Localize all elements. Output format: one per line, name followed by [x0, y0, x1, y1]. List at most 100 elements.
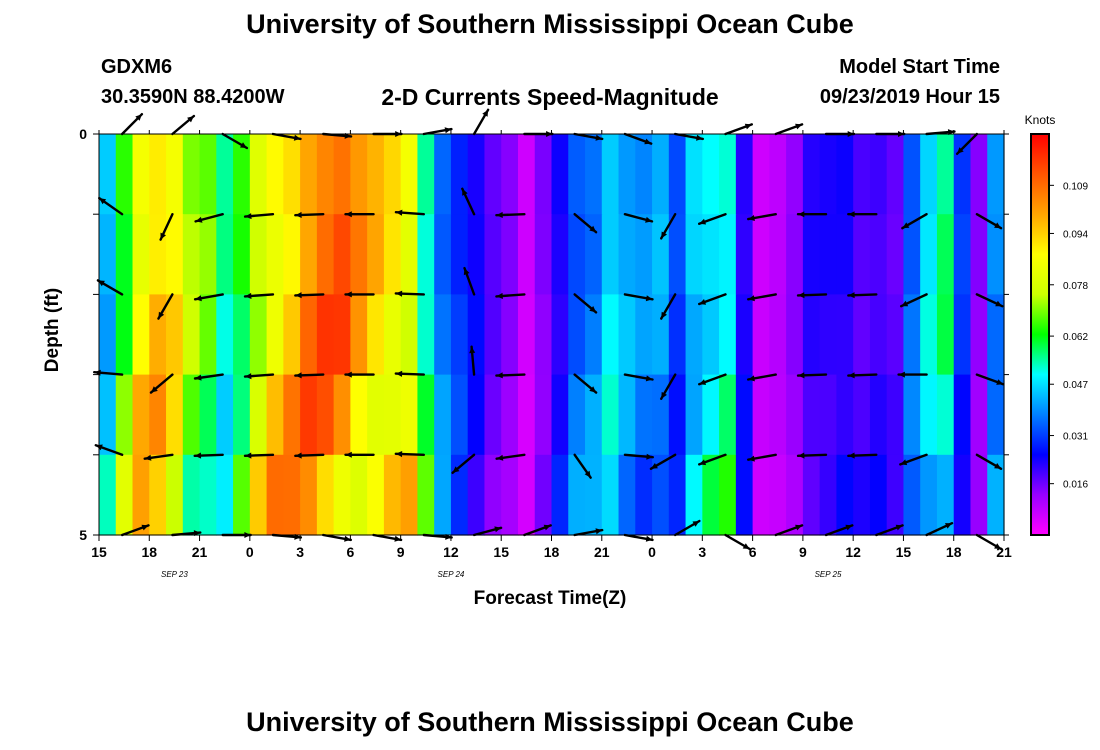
heatmap-cell	[702, 454, 720, 536]
heatmap-cell	[819, 374, 838, 456]
heatmap-cell	[367, 134, 385, 215]
heatmap-cell	[300, 214, 318, 295]
heatmap-cell	[400, 134, 419, 215]
x-tick-label: 15	[493, 544, 509, 560]
heatmap-cell	[802, 214, 821, 295]
heatmap-cell	[199, 214, 217, 295]
heatmap-cell	[115, 134, 134, 215]
chart-title-text: 2-D Currents Speed-Magnitude	[381, 84, 719, 110]
heatmap-cell	[551, 454, 569, 536]
heatmap-cell	[233, 134, 251, 215]
heatmap-cell	[149, 454, 167, 536]
heatmap-cell	[719, 294, 737, 376]
heatmap-cell	[434, 374, 452, 456]
heatmap-cell	[869, 454, 888, 536]
heatmap-cell	[585, 454, 603, 536]
heatmap-cell	[350, 294, 368, 376]
heatmap-cell	[987, 214, 1005, 295]
heatmap-cell	[735, 214, 754, 295]
heatmap-cell	[333, 134, 351, 215]
heatmap-cell	[417, 374, 435, 456]
heatmap-cell	[869, 294, 888, 376]
heatmap-cell	[300, 374, 318, 456]
heatmap-cell	[635, 294, 653, 376]
heatmap-cell	[953, 454, 972, 536]
current-vector	[673, 519, 701, 537]
model-start-label: Model Start Time	[839, 56, 1000, 78]
heatmap-cell	[786, 454, 804, 536]
heatmap-cell	[551, 294, 569, 376]
heatmap-cell	[199, 454, 217, 536]
current-vector	[573, 293, 598, 314]
x-tick-label: 6	[346, 544, 354, 560]
heatmap-cell	[249, 214, 268, 295]
current-vector	[901, 212, 928, 230]
heatmap-cell	[467, 214, 486, 295]
heatmap-cell	[484, 294, 502, 376]
heatmap-cell	[886, 374, 905, 456]
colorbar-tick-label: 0.078	[1063, 281, 1088, 292]
heatmap-cell	[316, 374, 335, 456]
heatmap-cell	[350, 454, 368, 536]
heatmap-cell	[450, 374, 469, 456]
heatmap-cell	[249, 374, 268, 456]
heatmap-cell	[786, 214, 804, 295]
heatmap-cell	[132, 454, 150, 536]
current-vector	[344, 291, 375, 298]
x-axis-title: Forecast Time(Z)	[474, 588, 627, 609]
heatmap-cell	[668, 134, 687, 215]
heatmap-cell	[685, 134, 703, 215]
heatmap-cell	[752, 454, 770, 536]
current-vector	[159, 212, 174, 241]
chart-title: 2-D Currents Speed-Magnitude	[0, 84, 1100, 111]
heatmap-cell	[467, 134, 486, 215]
heatmap-cell	[383, 134, 402, 215]
current-vector	[294, 211, 325, 218]
x-tick-label: 15	[91, 544, 107, 560]
current-vector	[573, 453, 592, 479]
heatmap-cell	[367, 374, 385, 456]
current-vector	[394, 290, 426, 297]
current-vector	[495, 372, 526, 379]
heatmap-cell	[115, 214, 134, 295]
current-vector	[469, 345, 476, 376]
heatmap-cell	[987, 454, 1005, 536]
colorbar-tick-label: 0.109	[1063, 181, 1088, 192]
current-vector	[724, 533, 751, 551]
current-vector	[243, 292, 275, 299]
current-vector	[698, 453, 727, 466]
heatmap-cell	[551, 134, 569, 215]
heatmap-cell	[99, 374, 117, 456]
heatmap-cell	[836, 134, 854, 215]
heatmap-cell	[182, 454, 201, 536]
current-vector	[573, 132, 604, 141]
heatmap-cell	[819, 214, 838, 295]
heatmap-cell	[668, 294, 687, 376]
current-vector	[149, 373, 174, 394]
heatmap-cell	[970, 454, 988, 536]
heatmap-cell	[668, 214, 687, 295]
heatmap-cell	[534, 294, 553, 376]
x-tick-label: 18	[544, 544, 560, 560]
heatmap-cell	[668, 454, 687, 536]
heatmap-cell	[618, 214, 636, 295]
heatmap-cell	[987, 134, 1005, 215]
current-vector	[495, 211, 526, 218]
current-vector	[847, 372, 878, 379]
heatmap-cell	[635, 134, 653, 215]
y-axis-title: Depth (ft)	[42, 288, 63, 372]
current-vector	[394, 370, 426, 377]
current-vector	[623, 293, 654, 302]
heatmap-cell	[936, 294, 955, 376]
heatmap-cell	[568, 294, 586, 376]
heatmap-cell	[819, 454, 838, 536]
current-vector	[495, 292, 526, 299]
current-vector	[495, 453, 526, 461]
heatmap-cell	[886, 294, 905, 376]
heatmap-cell	[149, 374, 167, 456]
heatmap-cell	[283, 374, 301, 456]
current-vector	[847, 452, 878, 459]
heatmap-cell	[735, 374, 754, 456]
heatmap-cell	[752, 294, 770, 376]
heatmap-cell	[936, 374, 955, 456]
